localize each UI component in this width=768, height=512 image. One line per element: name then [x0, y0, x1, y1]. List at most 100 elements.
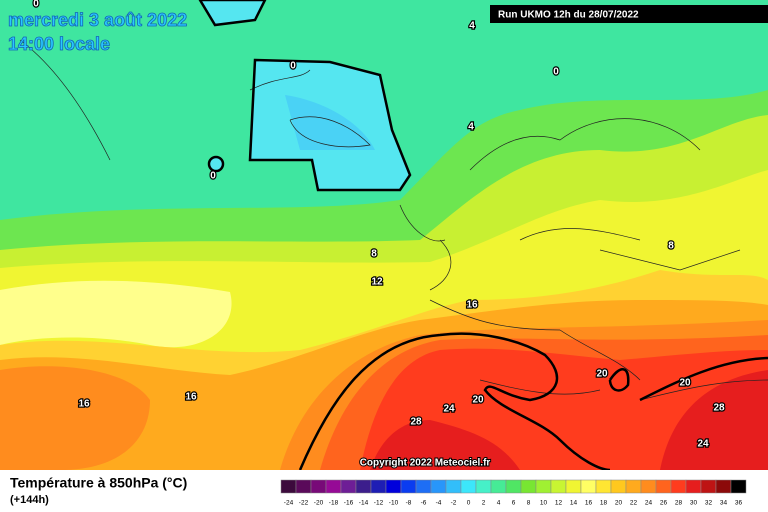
copyright: Copyright 2022 Meteociel.fr: [360, 458, 491, 469]
colorbar-label: 30: [690, 500, 698, 507]
colorbar-cell: [430, 479, 447, 494]
colorbar-cell: [565, 479, 582, 494]
colorbar-label: 20: [615, 500, 623, 507]
field: [200, 0, 265, 25]
coastline: [19, 39, 768, 401]
colorbar-cell: [520, 479, 537, 494]
colorbar-cell: [295, 479, 312, 494]
colorbar-label: 6: [512, 500, 516, 507]
colorbar-cell: [685, 479, 702, 494]
colorbar-cell: [325, 479, 342, 494]
field: [370, 420, 520, 470]
legend-title: Température à 850hPa (°C): [10, 475, 187, 491]
colorbar-cell: [475, 479, 492, 494]
colorbar-label: 2: [482, 500, 486, 507]
colorbar-label: 10: [540, 500, 548, 507]
colorbar-label: -4: [436, 500, 442, 507]
colorbar-label: 4: [497, 500, 501, 507]
contour-label: 12: [371, 277, 383, 288]
colorbar-cell: [385, 479, 402, 494]
field: [0, 280, 232, 348]
colorbar-cell: [625, 479, 642, 494]
colorbar-label: -24: [284, 500, 294, 507]
colorbar-label: 0: [467, 500, 471, 507]
contour-label: 20: [472, 395, 484, 406]
field: [0, 366, 150, 470]
colorbar-label: -22: [299, 500, 309, 507]
colorbar-cell: [460, 479, 477, 494]
contour-label: 20: [596, 369, 608, 380]
contour-label: 24: [443, 404, 455, 415]
contour-label: 20: [679, 378, 691, 389]
contour: [248, 58, 412, 192]
colorbar-cell: [700, 479, 717, 494]
colorbar-cell: [715, 479, 732, 494]
colorbar-label: 22: [630, 500, 638, 507]
colorbar-cell: [310, 479, 327, 494]
colorbar-label: 32: [705, 500, 713, 507]
colorbar-label: 8: [527, 500, 531, 507]
colorbar-cell: [445, 479, 462, 494]
map-time: 14:00 locale: [8, 34, 110, 54]
contour-label: 24: [697, 439, 709, 450]
run-box: [490, 5, 768, 23]
colorbar-label: 16: [585, 500, 593, 507]
map-date: mercredi 3 août 2022: [8, 10, 187, 30]
colorbar-cell: [280, 479, 297, 494]
colorbar-cell: [370, 479, 387, 494]
contour-label: 0: [290, 61, 296, 72]
colorbar-label: 36: [735, 500, 743, 507]
colorbar-cell: [415, 479, 432, 494]
contour: [198, 0, 267, 27]
colorbar-cell: [670, 479, 687, 494]
field: [285, 95, 375, 150]
colorbar-label: -2: [451, 500, 457, 507]
colorbar-cell: [490, 479, 507, 494]
colorbar-label: 18: [600, 500, 608, 507]
colorbar-label: -8: [406, 500, 412, 507]
legend-lead: (+144h): [10, 494, 49, 506]
contour-label: 16: [78, 399, 90, 410]
contour-label: 0: [33, 0, 39, 10]
field: [209, 157, 223, 171]
colorbar-cell: [640, 479, 657, 494]
colorbar-label: 26: [660, 500, 668, 507]
colorbar-cell: [595, 479, 612, 494]
contour-label: 16: [185, 392, 197, 403]
colorbar-cell: [400, 479, 417, 494]
contour: [639, 356, 768, 402]
colorbar-label: -10: [389, 500, 399, 507]
contour: [207, 155, 225, 173]
colorbar-cell: [505, 479, 522, 494]
colorbar-cell: [610, 479, 627, 494]
colorbar-label: 24: [645, 500, 653, 507]
colorbar-label: 34: [720, 500, 728, 507]
contour: [608, 368, 630, 392]
contour-label: 28: [410, 417, 422, 428]
contour-label: 0: [210, 171, 216, 182]
contour-label: 0: [553, 67, 559, 78]
colorbar-label: -20: [314, 500, 324, 507]
colorbar-label: -6: [421, 500, 427, 507]
contour-label: 4: [468, 122, 474, 133]
colorbar-cell: [535, 479, 552, 494]
contour-label: 8: [668, 241, 674, 252]
contour: [298, 332, 611, 472]
colorbar-label: -18: [329, 500, 339, 507]
field: [660, 370, 768, 470]
contour-label: 28: [713, 403, 725, 414]
colorbar-label: 28: [675, 500, 683, 507]
colorbar-cell: [550, 479, 567, 494]
colorbar-cell: [355, 479, 372, 494]
colorbar-label: 14: [570, 500, 578, 507]
contour-label: 4: [469, 21, 475, 32]
run-info: Run UKMO 12h du 28/07/2022: [498, 10, 639, 21]
colorbar-cell: [340, 479, 357, 494]
contour-label: 8: [371, 249, 377, 260]
colorbar-label: -12: [374, 500, 384, 507]
colorbar-label: 12: [555, 500, 563, 507]
colorbar-cell: [655, 479, 672, 494]
colorbar-cell: [730, 479, 747, 494]
colorbar-label: -16: [344, 500, 354, 507]
